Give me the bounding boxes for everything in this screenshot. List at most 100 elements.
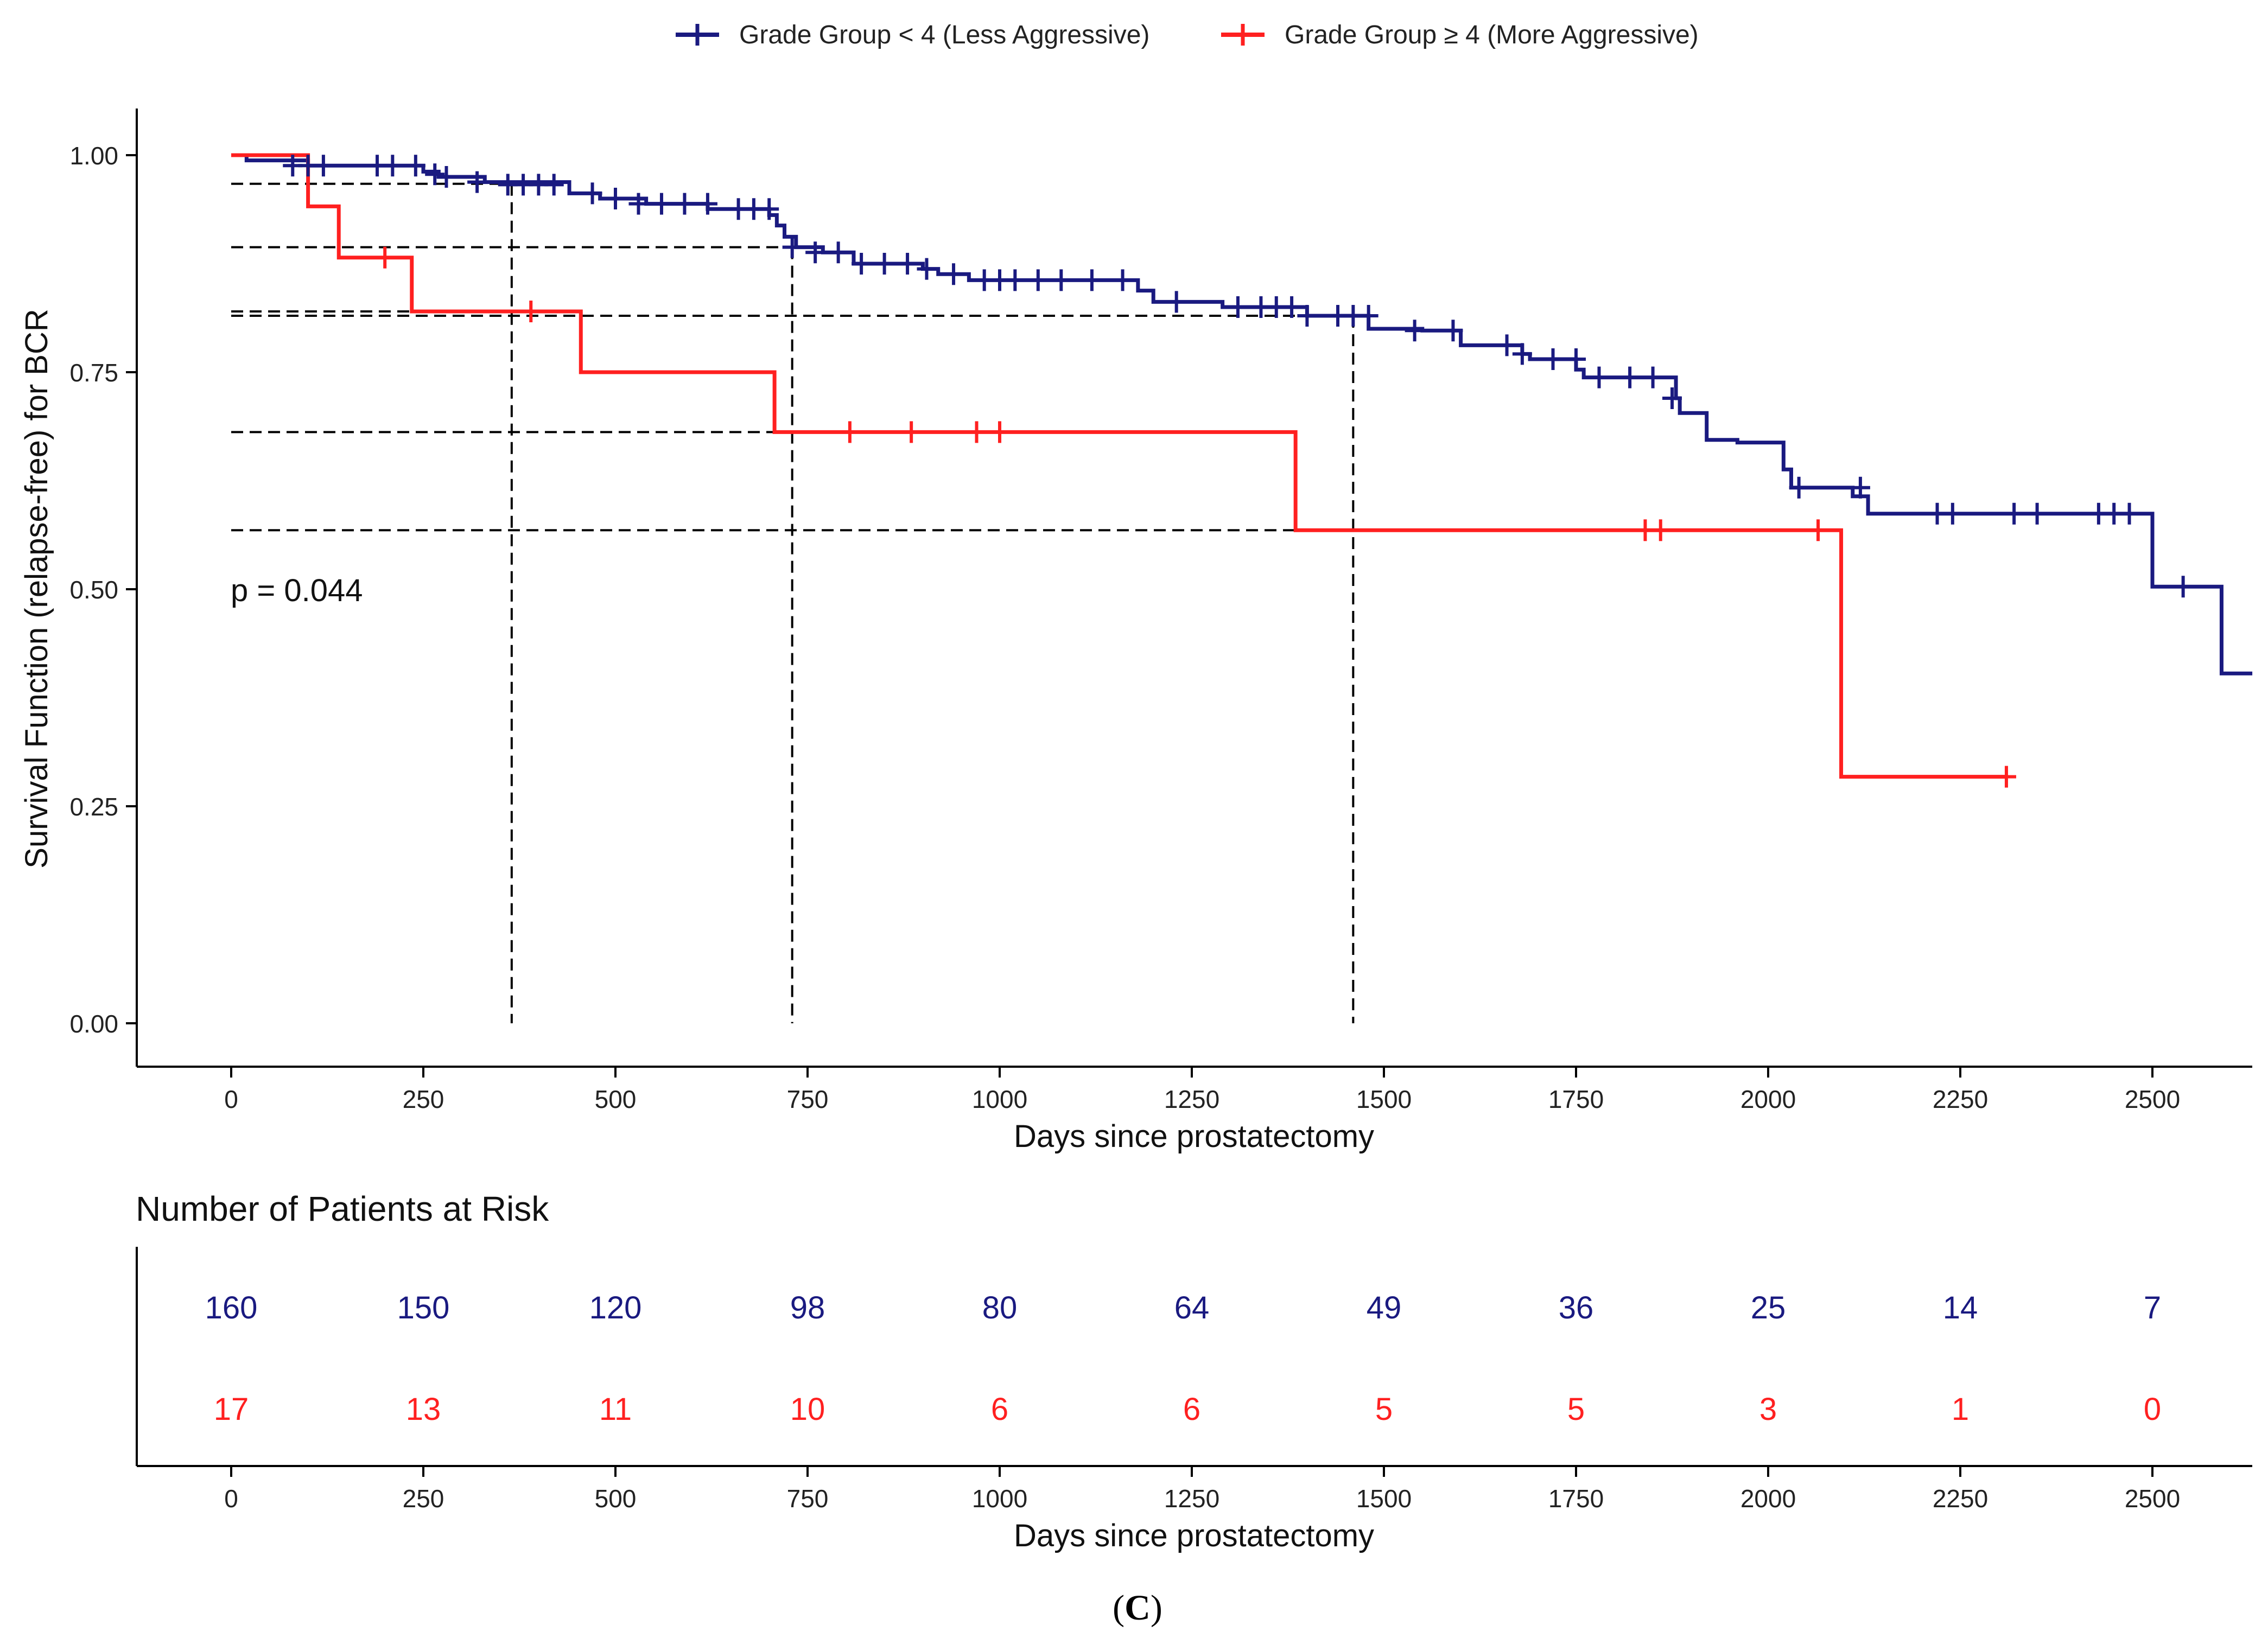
x-tick-label: 750: [787, 1484, 829, 1513]
censor-mark: [1789, 476, 1809, 499]
risk-count: 17: [214, 1392, 249, 1427]
x-tick-label: 2250: [1933, 1484, 1988, 1513]
x-tick-label: 1750: [1548, 1085, 1604, 1113]
risk-count: 0: [2144, 1392, 2161, 1427]
censor-mark: [944, 263, 964, 285]
risk-count: 7: [2144, 1290, 2161, 1325]
risk-count: 80: [982, 1290, 1018, 1325]
y-tick-label: 1.00: [69, 142, 118, 170]
x-tick-label: 2500: [2125, 1085, 2180, 1113]
x-tick-label: 1750: [1548, 1484, 1604, 1513]
y-tick-label: 0.00: [69, 1010, 118, 1038]
censor-mark: [2004, 502, 2024, 525]
y-tick-label: 0.50: [69, 576, 118, 604]
x-tick-label: 0: [224, 1085, 238, 1113]
censor-mark: [697, 193, 717, 215]
y-axis-label: Survival Function (relapse-free) for BCR: [19, 309, 54, 868]
x-tick-label: 500: [595, 1484, 637, 1513]
censor-mark: [582, 182, 602, 205]
x-tick-label: 2500: [2125, 1484, 2180, 1513]
risk-table-title: Number of Patients at Risk: [136, 1189, 549, 1228]
risk-count: 150: [397, 1290, 450, 1325]
censor-mark: [1405, 320, 1425, 342]
x-tick-label: 1250: [1164, 1085, 1219, 1113]
x-tick-label: 2250: [1933, 1085, 1988, 1113]
censor-mark: [1443, 320, 1463, 342]
risk-count: 10: [790, 1392, 825, 1427]
x-tick-label: 2000: [1740, 1484, 1796, 1513]
x-tick-label: 250: [403, 1484, 444, 1513]
x-tick-label: 0: [224, 1484, 238, 1513]
legend: Grade Group < 4 (Less Aggressive) Grade …: [676, 21, 1699, 49]
censor-mark: [1850, 476, 1870, 499]
risk-count: 160: [205, 1290, 258, 1325]
censor-mark: [874, 253, 894, 275]
y-tick-label: 0.75: [69, 359, 118, 387]
censor-mark: [805, 241, 825, 264]
legend-label-more-aggressive: Grade Group ≥ 4 (More Aggressive): [1285, 21, 1699, 49]
x-tick-label: 1500: [1356, 1484, 1412, 1513]
figure-caption: (C): [1113, 1588, 1162, 1628]
censor-mark: [1497, 334, 1517, 356]
risk-count: 6: [1183, 1392, 1200, 1427]
risk-count: 14: [1943, 1290, 1978, 1325]
censor-mark: [521, 301, 541, 322]
risk-table-x-axis-label: Days since prostatectomy: [1014, 1518, 1374, 1553]
x-tick-label: 500: [595, 1085, 637, 1113]
censor-mark: [1996, 766, 2016, 788]
censor-mark: [1166, 291, 1186, 313]
censor-mark: [2173, 576, 2193, 598]
censor-mark: [1051, 269, 1071, 291]
x-tick-label: 1000: [972, 1484, 1027, 1513]
caption-letter: C: [1125, 1588, 1151, 1628]
censor-mark: [436, 166, 456, 188]
censor-mark: [544, 174, 564, 196]
y-tick-label: 0.25: [69, 793, 118, 821]
risk-count: 5: [1567, 1392, 1585, 1427]
censor-mark: [782, 236, 802, 258]
censor-mark: [828, 241, 848, 264]
censor-mark: [375, 246, 395, 269]
censor-mark: [628, 193, 649, 215]
risk-count: 1: [1952, 1392, 1969, 1427]
censor-mark: [917, 258, 937, 280]
legend-item-less-aggressive: Grade Group < 4 (Less Aggressive): [676, 21, 1149, 49]
y-axis-ticks: 0.00 0.25 0.50 0.75 1.00: [69, 142, 137, 1038]
censor-marks: [283, 155, 2193, 788]
risk-count: 64: [1174, 1290, 1210, 1325]
censor-mark: [990, 421, 1009, 443]
risk-count: 49: [1367, 1290, 1402, 1325]
caption-close: ): [1151, 1588, 1162, 1628]
censor-mark: [651, 193, 671, 215]
x-tick-label: 2000: [1740, 1085, 1796, 1113]
censor-mark: [1942, 502, 1962, 525]
risk-count: 6: [991, 1392, 1008, 1427]
risk-count: 25: [1751, 1290, 1786, 1325]
censor-mark: [606, 188, 625, 209]
survival-curves: [231, 153, 2253, 779]
censor-mark: [1282, 296, 1302, 318]
censor-mark: [2027, 502, 2047, 525]
censor-mark: [1620, 366, 1640, 388]
x-tick-label: 1500: [1356, 1085, 1412, 1113]
censor-mark: [840, 421, 860, 443]
censor-mark: [675, 193, 695, 215]
censor-mark: [1113, 269, 1133, 291]
risk-count: 11: [599, 1392, 632, 1427]
censor-mark: [1028, 269, 1048, 291]
risk-count: 36: [1559, 1290, 1594, 1325]
x-tick-label: 750: [787, 1085, 829, 1113]
censor-mark: [1643, 366, 1663, 388]
censor-mark: [1662, 387, 1682, 409]
risk-count: 120: [589, 1290, 642, 1325]
censor-mark: [898, 253, 918, 275]
censor-mark: [1297, 305, 1317, 327]
censor-mark: [1082, 269, 1102, 291]
censor-mark: [1005, 269, 1025, 291]
censor-mark: [313, 155, 333, 177]
risk-table-x-ticks: 0 250 500 750 1000 1250 1500 1750 2000 2250 2500: [224, 1466, 2180, 1513]
x-tick-label: 1000: [972, 1085, 1027, 1113]
censor-mark: [901, 421, 922, 443]
censor-mark: [967, 421, 987, 443]
